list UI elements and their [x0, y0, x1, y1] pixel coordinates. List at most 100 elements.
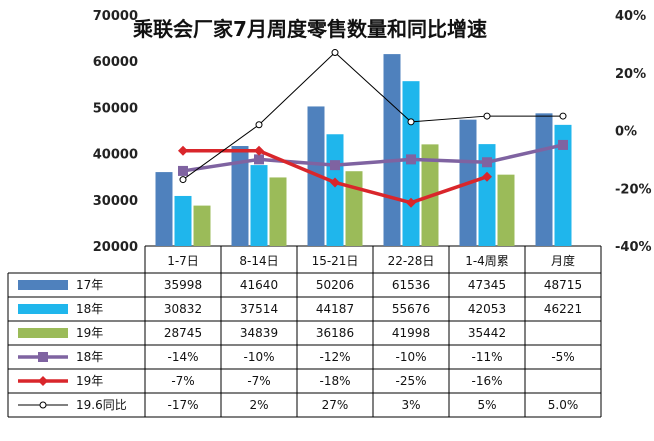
data-label: -5% — [551, 350, 574, 364]
series-line — [182, 52, 563, 180]
legend-label: 19.6同比 — [76, 398, 127, 412]
data-label: 47345 — [468, 278, 506, 292]
data-label: 35442 — [468, 326, 506, 340]
bar — [155, 172, 173, 246]
category-label: 15-21日 — [312, 254, 359, 268]
line-marker — [178, 165, 188, 176]
line-marker — [406, 197, 416, 208]
line-marker — [483, 112, 491, 120]
line-marker — [331, 49, 339, 57]
legend-label: 17年 — [76, 278, 103, 292]
data-label: 2% — [249, 398, 268, 412]
bar — [269, 177, 287, 246]
line-marker — [559, 112, 567, 120]
table-grid — [7, 245, 602, 418]
line-marker — [178, 145, 188, 156]
y-left-tick-label: 50000 — [93, 101, 138, 116]
y-right-tick-label: -40% — [615, 240, 652, 255]
bar — [326, 134, 344, 246]
data-label: 61536 — [392, 278, 430, 292]
data-label: 50206 — [316, 278, 354, 292]
line-marker — [482, 171, 492, 182]
data-label: -17% — [167, 398, 198, 412]
data-label: -14% — [167, 350, 198, 364]
data-label: -16% — [471, 374, 502, 388]
line-layer — [178, 49, 568, 208]
data-label: -11% — [471, 350, 502, 364]
line-marker — [330, 160, 340, 171]
data-label: -7% — [247, 374, 270, 388]
bar — [554, 124, 572, 246]
data-label: -10% — [243, 350, 274, 364]
category-label: 1-7日 — [167, 254, 199, 268]
series-line — [182, 143, 564, 173]
data-label: -12% — [319, 350, 350, 364]
data-label: 30832 — [164, 302, 202, 316]
y-right-tick-label: 20% — [615, 67, 646, 82]
y-right-tick-label: -20% — [615, 182, 652, 197]
data-label: 48715 — [544, 278, 582, 292]
data-label: 55676 — [392, 302, 430, 316]
line-marker — [38, 352, 48, 362]
y-left-tick-label: 70000 — [93, 9, 138, 24]
data-label: -25% — [395, 374, 426, 388]
legend-label: 19年 — [76, 374, 103, 388]
line-marker — [406, 154, 416, 165]
data-label: 41640 — [240, 278, 278, 292]
bar — [231, 146, 249, 246]
axis-labels: 70000 60000 50000 40000 30000 20000 40% 20% 0% -2… — [93, 9, 652, 255]
data-label: 28745 — [164, 326, 202, 340]
y-right-tick-label: 0% — [615, 125, 637, 140]
line-marker — [254, 145, 264, 156]
bar — [345, 171, 363, 246]
legend-label: 18年 — [76, 302, 103, 316]
y-left-tick-label: 60000 — [93, 55, 138, 70]
bar — [497, 174, 515, 246]
data-label: 44187 — [316, 302, 354, 316]
data-label: 37514 — [240, 302, 278, 316]
legend-label: 18年 — [76, 350, 103, 364]
bar — [174, 195, 192, 246]
bar — [383, 54, 401, 246]
legend-label: 19年 — [76, 326, 103, 340]
line-marker — [558, 139, 568, 150]
y-left-tick-label: 20000 — [93, 240, 138, 255]
line-marker — [39, 401, 47, 409]
y-left-tick-label: 40000 — [93, 148, 138, 163]
y-right-tick-label: 40% — [615, 9, 646, 24]
data-label: 35998 — [164, 278, 202, 292]
category-label: 1-4周累 — [465, 254, 509, 268]
data-label: 42053 — [468, 302, 506, 316]
data-table: 1-7日 8-14日 15-21日 22-28日 1-4周累 月度 17年 35998 4164… — [18, 253, 582, 412]
data-label: -18% — [319, 374, 350, 388]
line-marker — [179, 176, 187, 184]
chart-title: 乘联会厂家7月周度零售数量和同比增速 — [132, 17, 487, 41]
category-label: 22-28日 — [388, 254, 435, 268]
bar — [478, 144, 496, 246]
data-label: 46221 — [544, 302, 582, 316]
data-label: -10% — [395, 350, 426, 364]
category-label: 8-14日 — [239, 254, 278, 268]
data-label: -7% — [171, 374, 194, 388]
data-label: 5.0% — [548, 398, 579, 412]
line-marker — [330, 177, 340, 188]
line-marker — [482, 157, 492, 168]
bar — [193, 205, 211, 246]
y-left-tick-label: 30000 — [93, 194, 138, 209]
line-marker — [407, 118, 415, 126]
line-marker — [38, 376, 48, 386]
data-label: 41998 — [392, 326, 430, 340]
category-label: 月度 — [551, 253, 575, 268]
data-label: 36186 — [316, 326, 354, 340]
legend-swatch — [18, 304, 68, 314]
bar — [535, 113, 553, 246]
data-label: 27% — [322, 398, 349, 412]
legend-swatch — [18, 280, 68, 290]
legend-swatch — [18, 328, 68, 338]
data-label: 3% — [401, 398, 420, 412]
data-label: 34839 — [240, 326, 278, 340]
line-marker — [255, 121, 263, 129]
bar — [250, 165, 268, 246]
line-marker — [254, 154, 264, 165]
